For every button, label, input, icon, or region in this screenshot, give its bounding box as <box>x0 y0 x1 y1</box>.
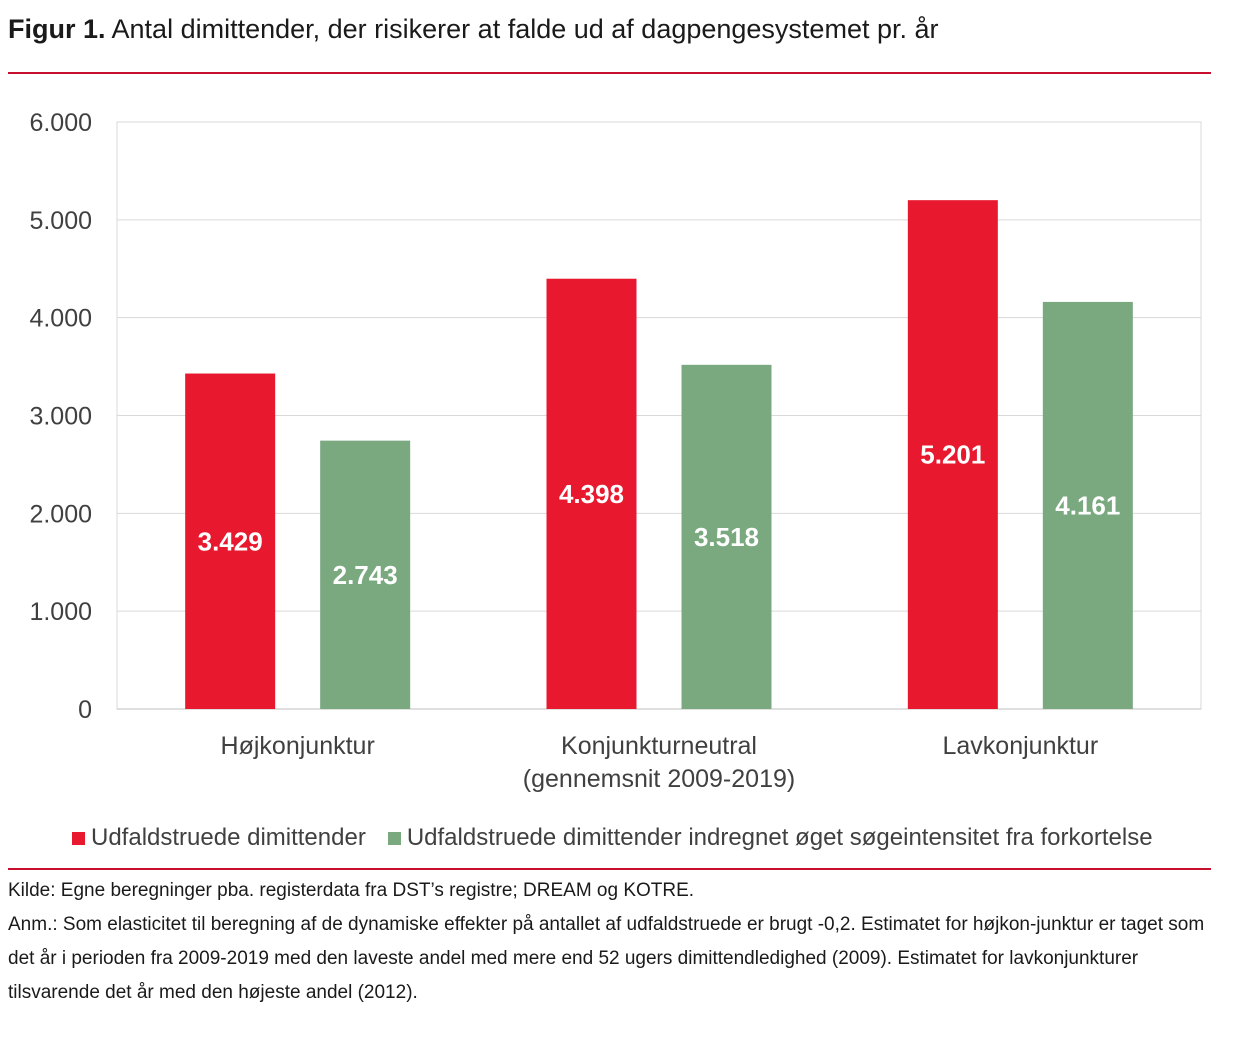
data-label: 3.518 <box>694 522 759 552</box>
legend-swatch-green <box>387 831 401 845</box>
bar <box>546 278 637 709</box>
x-tick-label: Konjunkturneutral <box>561 732 757 760</box>
x-tick-label: Højkonjunktur <box>221 732 375 760</box>
legend: Udfaldstruede dimittender Udfaldstruede … <box>72 824 1175 852</box>
y-tick-label: 0 <box>78 696 92 724</box>
notes: Kilde: Egne beregninger pba. registerdat… <box>8 874 1208 1010</box>
y-tick-label: 3.000 <box>29 403 92 431</box>
top-rule <box>8 72 1211 74</box>
figure-title-text: Antal dimittender, der risikerer at fald… <box>111 14 939 44</box>
y-tick-label: 1.000 <box>29 598 92 626</box>
data-label: 4.161 <box>1055 490 1120 520</box>
remark-note: Anm.: Som elasticitet til beregning af d… <box>8 914 1205 1003</box>
bar <box>907 200 998 710</box>
source-note: Kilde: Egne beregninger pba. registerdat… <box>8 880 695 901</box>
figure-number: Figur 1. <box>8 14 106 44</box>
legend-swatch-red <box>72 831 85 845</box>
x-tick-label: (gennemsnit 2009-2019) <box>523 765 795 793</box>
bar-chart: 0 1.000 2.000 3.000 4.000 5.000 6.000 3.429 2.74… <box>29 109 1202 793</box>
legend-item-green: Udfaldstruede dimittender indregnet øget… <box>387 824 1153 852</box>
y-tick-label: 4.000 <box>29 305 92 333</box>
legend-item-red: Udfaldstruede dimittender <box>72 824 366 852</box>
y-tick-label: 6.000 <box>29 109 92 137</box>
data-label: 2.743 <box>333 560 398 590</box>
y-tick-label: 2.000 <box>29 500 92 528</box>
y-tick-label: 5.000 <box>29 207 92 235</box>
x-tick-label: Lavkonjunktur <box>943 732 1099 760</box>
data-label: 3.429 <box>198 526 263 556</box>
bar <box>681 364 772 709</box>
bar <box>1042 301 1133 709</box>
bottom-rule <box>8 868 1211 870</box>
legend-label-green: Udfaldstruede dimittender indregnet øget… <box>406 824 1153 851</box>
data-label: 5.201 <box>920 440 985 470</box>
bar <box>320 440 411 709</box>
data-label: 4.398 <box>559 479 624 509</box>
figure-title: Figur 1. Antal dimittender, der risikere… <box>8 14 939 45</box>
legend-label-red: Udfaldstruede dimittender <box>91 824 366 851</box>
bar <box>185 373 276 709</box>
